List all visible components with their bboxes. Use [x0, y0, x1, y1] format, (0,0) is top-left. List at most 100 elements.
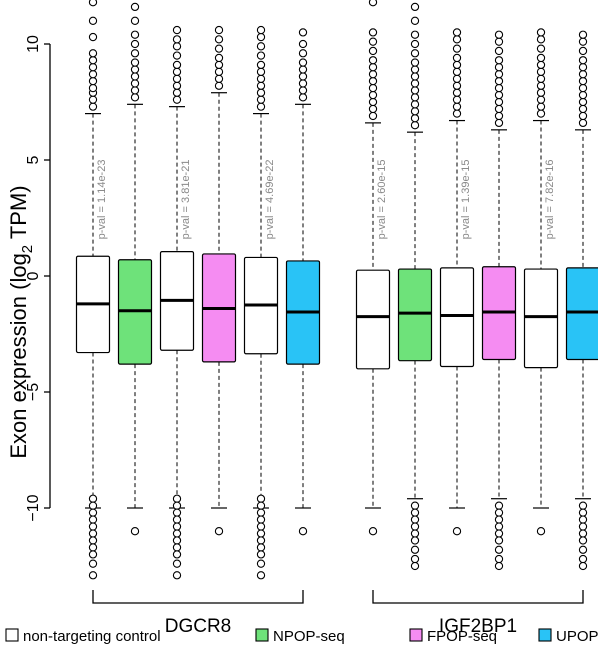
outlier-point	[214, 74, 224, 83]
box-non-targeting-control	[439, 28, 475, 536]
outlier-point	[536, 74, 546, 83]
outlier-point	[578, 46, 588, 56]
y-axis-label: Exon expression (log2 TPM)	[6, 185, 36, 458]
legend-label: non-targeting control	[23, 628, 161, 645]
outlier-point	[214, 44, 224, 53]
group-label: IGF2BP1	[439, 616, 517, 637]
outlier-point	[494, 545, 504, 554]
outlier-point	[256, 536, 266, 545]
outlier-point	[298, 58, 308, 67]
box-upop-seq	[285, 28, 321, 536]
box-npop-seq	[397, 2, 433, 571]
outlier-point	[410, 545, 420, 554]
outlier-point	[172, 95, 182, 104]
outlier-point	[536, 527, 546, 536]
outlier-point	[172, 25, 182, 35]
outlier-point	[256, 102, 266, 111]
outlier-point	[536, 28, 546, 37]
legend-label: FPOP-seq	[427, 628, 497, 645]
outlier-point	[214, 67, 224, 76]
box-group-igf2bp1: p-val = 2.60e-15 p-val = 1.39e-15 p-val = …	[355, 0, 598, 571]
outlier-point	[536, 60, 546, 70]
outlier-point	[172, 81, 182, 90]
outlier-point	[88, 76, 98, 86]
outlier-point	[494, 104, 504, 114]
box-body	[355, 269, 391, 370]
outlier-point	[536, 95, 546, 104]
group-bracket	[92, 590, 304, 604]
outlier-point	[256, 88, 266, 97]
outlier-point	[578, 70, 588, 79]
outlier-point	[88, 529, 98, 538]
p-value-label: p-val = 1.14e-23	[96, 160, 108, 240]
outlier-point	[410, 536, 420, 545]
outlier-point	[172, 522, 182, 531]
y-ticks: −10 −5 0 5 10	[25, 35, 50, 522]
outlier-point	[88, 501, 98, 510]
outlier-point	[452, 88, 462, 97]
outlier-point	[298, 49, 308, 58]
outlier-point	[256, 522, 266, 531]
outlier-point	[452, 28, 462, 37]
outlier-point	[536, 67, 546, 76]
outlier-point	[536, 35, 546, 44]
outlier-point	[494, 536, 504, 545]
outlier-point	[130, 2, 140, 12]
outlier-point	[578, 97, 588, 107]
outlier-point	[410, 107, 420, 116]
outlier-point	[452, 81, 462, 90]
outlier-point	[578, 501, 588, 510]
outlier-point	[578, 56, 588, 65]
outlier-point	[172, 51, 182, 60]
group-axis: DGCR8 IGF2BP1	[92, 590, 584, 637]
outlier-point	[578, 83, 588, 93]
y-axis-label-tail: TPM)	[6, 185, 31, 244]
outlier-point	[410, 561, 420, 571]
outlier-point	[368, 56, 378, 65]
outlier-point	[88, 32, 98, 42]
box-fpop-seq	[201, 25, 237, 536]
outlier-point	[172, 88, 182, 97]
outlier-point	[88, 49, 98, 58]
outlier-point	[452, 44, 462, 53]
outlier-point	[130, 72, 140, 81]
outlier-point	[88, 522, 98, 531]
outlier-point	[256, 508, 266, 517]
outlier-point	[494, 529, 504, 538]
outlier-point	[88, 543, 98, 552]
outlier-point	[172, 515, 182, 524]
outlier-point	[410, 121, 420, 130]
legend: non-targeting control NPOP-seq FPOP-seq UPO…	[5, 628, 598, 645]
outlier-point	[130, 527, 140, 536]
outlier-point	[214, 81, 224, 90]
outlier-point	[368, 46, 378, 56]
outlier-point	[172, 501, 182, 510]
outlier-point	[256, 32, 266, 42]
outlier-point	[298, 86, 308, 95]
outlier-point	[452, 35, 462, 44]
outlier-point	[130, 93, 140, 102]
plot-area: p-val = 1.14e-23 p-val = 3.81e-21 p-val = …	[75, 0, 598, 580]
p-value-label: p-val = 3.81e-21	[180, 160, 192, 240]
outlier-point	[368, 97, 378, 107]
outlier-point	[452, 95, 462, 104]
box-body	[523, 268, 559, 369]
outlier-point	[368, 104, 378, 114]
outlier-point	[410, 16, 420, 25]
outlier-point	[494, 63, 504, 72]
outlier-point	[298, 39, 308, 49]
y-axis-label-subscript: 2	[19, 245, 36, 253]
outlier-point	[494, 508, 504, 517]
legend-swatch	[538, 628, 552, 642]
outlier-point	[214, 53, 224, 63]
legend-swatch	[409, 628, 423, 642]
outlier-point	[494, 118, 504, 128]
outlier-point	[410, 86, 420, 95]
outlier-point	[88, 0, 98, 7]
outlier-point	[172, 550, 182, 559]
outlier-point	[88, 515, 98, 524]
outlier-point	[368, 527, 378, 536]
outlier-point	[368, 37, 378, 46]
p-value-label: p-val = 1.39e-15	[460, 160, 472, 240]
outlier-point	[452, 74, 462, 83]
